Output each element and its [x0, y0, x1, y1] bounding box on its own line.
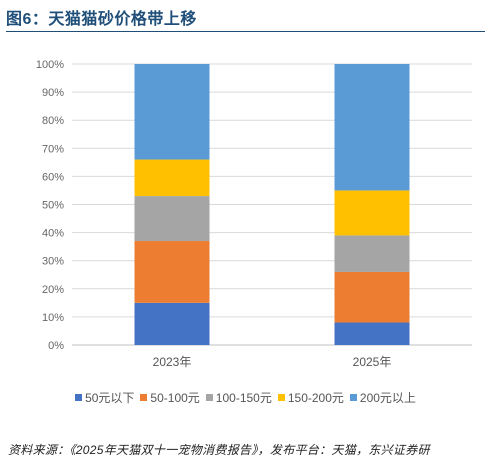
x-category-label: 2023年	[153, 355, 192, 369]
y-tick-label: 70%	[42, 143, 64, 155]
legend-item: 50-100元	[140, 389, 200, 406]
legend-swatch	[349, 394, 357, 401]
bar-segment	[134, 64, 210, 160]
legend-label: 100-150元	[215, 391, 272, 405]
title-bar: 图6：天猫猫砂价格带上移	[6, 0, 485, 32]
y-tick-label: 80%	[42, 115, 64, 127]
bar-segment	[334, 190, 410, 236]
chart-plot: 0% 10% 20% 30% 40% 50% 60% 70% 80% 90% 100% 2023年 20…	[36, 59, 472, 369]
y-tick-label: 40%	[42, 228, 64, 240]
legend-item: 50元以下	[75, 389, 134, 406]
y-tick-label: 30%	[42, 256, 64, 268]
bar-segment	[334, 322, 410, 345]
bars	[134, 64, 410, 345]
bar-segment	[334, 235, 410, 272]
legend-item: 100-150元	[205, 389, 272, 406]
bar-segment	[334, 271, 410, 323]
y-tick-label: 90%	[42, 87, 64, 99]
legend-label: 200元以上	[359, 391, 416, 405]
y-tick-label: 0%	[48, 340, 64, 352]
y-tick-label: 20%	[42, 284, 64, 296]
bar-segment	[134, 241, 210, 303]
legend-swatch	[205, 394, 213, 401]
y-tick-label: 50%	[42, 200, 64, 212]
legend-swatch	[277, 394, 285, 401]
axis-labels: 0% 10% 20% 30% 40% 50% 60% 70% 80% 90% 100% 2023年 20…	[36, 59, 391, 369]
gridlines	[72, 63, 472, 346]
y-tick-label: 100%	[36, 59, 64, 71]
legend-label: 150-200元	[287, 391, 344, 405]
bar-segment	[134, 196, 210, 242]
y-tick-label: 10%	[42, 312, 64, 324]
chart-title: 图6：天猫猫砂价格带上移	[6, 11, 197, 28]
legend-label: 50元以下	[85, 391, 135, 405]
legend: 50元以下 50-100元 100-150元 150-200元 200元以上	[0, 389, 491, 406]
legend-item: 150-200元	[277, 389, 344, 406]
source-note: 资料来源：《2025年天猫双十一宠物消费报告》，发布平台：天猫，东兴证券研	[8, 443, 430, 457]
bar-segment	[134, 302, 210, 345]
legend-swatch	[140, 394, 148, 401]
bar-segment	[134, 159, 210, 197]
x-category-label: 2025年	[353, 355, 392, 369]
legend-swatch	[75, 394, 83, 401]
bar-segment	[334, 64, 410, 191]
y-tick-label: 60%	[42, 171, 64, 183]
legend-label: 50-100元	[150, 391, 200, 405]
legend-item: 200元以上	[349, 389, 416, 406]
